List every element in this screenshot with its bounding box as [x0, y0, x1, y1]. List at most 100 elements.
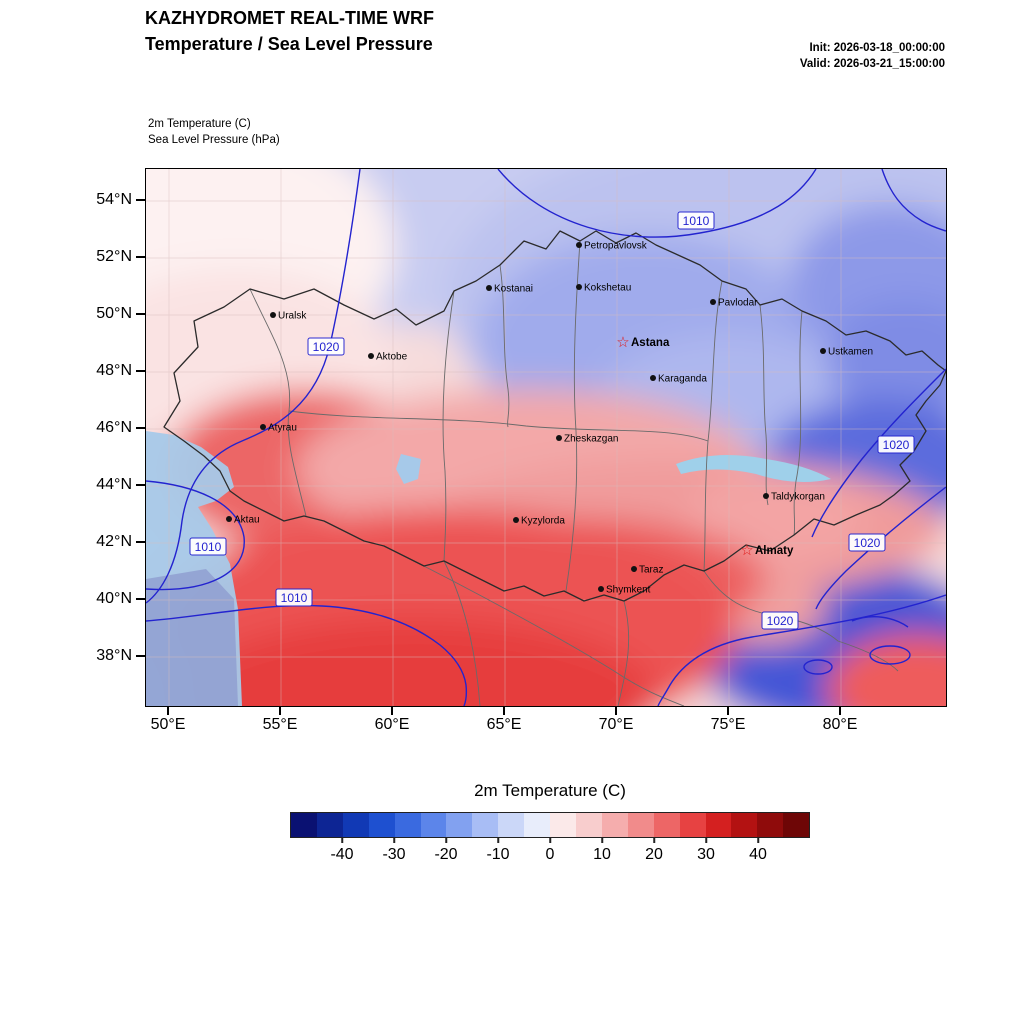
colorbar-title: 2m Temperature (C)	[474, 781, 626, 800]
city-label: Aktobe	[376, 352, 408, 363]
lat-tick-label: 42°N	[96, 533, 132, 550]
colorbar-cell	[498, 813, 525, 837]
lon-tick-label: 50°E	[150, 716, 186, 733]
pressure-contour-label: 1010	[683, 214, 710, 228]
lat-tickmark	[136, 541, 145, 543]
city-dot	[486, 285, 492, 291]
city-label: Pavlodar	[718, 298, 758, 309]
colorbar-cell	[601, 813, 628, 837]
pressure-contour-label: 1010	[195, 540, 222, 554]
page-subtitle: Temperature / Sea Level Pressure	[145, 34, 433, 54]
almaty-star-icon: ☆	[740, 541, 753, 559]
colorbar-tickmark	[653, 838, 655, 843]
colorbar-cell	[627, 813, 654, 837]
pressure-contour-label: 1010	[281, 591, 308, 605]
lat-tick-label: 46°N	[96, 419, 132, 436]
colorbar-cell	[316, 813, 343, 837]
city-dot	[368, 353, 374, 359]
lat-tick-label: 54°N	[96, 191, 132, 208]
colorbar-cell	[575, 813, 602, 837]
colorbar-cell	[679, 813, 706, 837]
colorbar-cell	[705, 813, 732, 837]
colorbar-tick-label: 10	[593, 846, 611, 863]
colorbar-tick-label: 20	[645, 846, 663, 863]
pressure-contour-label-box	[761, 611, 799, 630]
city-label: Kostanai	[494, 284, 533, 295]
city-label: Kokshetau	[584, 283, 631, 294]
city-label: Astana	[631, 337, 670, 349]
city-dot	[763, 493, 769, 499]
colorbar-cell	[524, 813, 551, 837]
city-label: Taraz	[639, 565, 663, 576]
lat-tick-label: 48°N	[96, 362, 132, 379]
colorbar-cell	[757, 813, 784, 837]
colorbar: -40 -30 -20 -10 0 10 20 30 40	[290, 812, 810, 872]
colorbar-cells	[290, 812, 810, 838]
lon-tick-label: 70°E	[598, 716, 634, 733]
field-label-temperature: 2m Temperature (C)	[148, 118, 251, 130]
city-label: Shymkent	[606, 585, 651, 596]
lat-tick-label: 40°N	[96, 590, 132, 607]
colorbar-cell	[394, 813, 421, 837]
lon-tick-label: 80°E	[822, 716, 858, 733]
city-label: Petropavlovsk	[584, 241, 648, 252]
city-label: Uralsk	[278, 311, 307, 322]
astana-star-icon: ☆	[616, 333, 629, 351]
pressure-contour-lines	[146, 169, 946, 706]
lon-tick-label: 55°E	[262, 716, 298, 733]
lat-tick-label: 44°N	[96, 476, 132, 493]
lon-tickmark	[503, 706, 505, 715]
lat-tick-label: 38°N	[96, 647, 132, 664]
map-frame: 1010 1020 1020 1020 1010 1010 1020 Petropavlov…	[145, 168, 947, 707]
city-dot	[650, 375, 656, 381]
city-label: Almaty	[755, 545, 794, 557]
colorbar-tick-label: 0	[545, 846, 555, 863]
lat-tickmark	[136, 313, 145, 315]
city-label: Atyrau	[268, 423, 297, 434]
lon-tickmark	[391, 706, 393, 715]
lon-tickmark	[279, 706, 281, 715]
city-dot	[820, 348, 826, 354]
city-dot	[576, 284, 582, 290]
lat-tickmark	[136, 598, 145, 600]
colorbar-tick-label: -30	[382, 846, 406, 863]
lat-tickmark	[136, 199, 145, 201]
colorbar-cell	[783, 813, 810, 837]
page-title: KAZHYDROMET REAL-TIME WRF	[145, 8, 434, 28]
colorbar-tick-label: 30	[697, 846, 715, 863]
lat-tickmark	[136, 655, 145, 657]
city-label: Aktau	[234, 515, 260, 526]
city-label: Taldykorgan	[771, 492, 825, 503]
colorbar-cell	[446, 813, 473, 837]
aral-sea	[396, 454, 421, 484]
init-time-label: Init: 2026-03-18_00:00:00	[809, 42, 945, 54]
colorbar-cell	[472, 813, 499, 837]
lon-tickmark	[839, 706, 841, 715]
field-label-pressure: Sea Level Pressure (hPa)	[148, 134, 280, 146]
city-dot	[576, 242, 582, 248]
city-dot	[226, 516, 232, 522]
lon-tickmark	[615, 706, 617, 715]
city-label: Karaganda	[658, 374, 707, 385]
lat-tick-label: 52°N	[96, 248, 132, 265]
colorbar-cell	[731, 813, 758, 837]
country-border	[163, 230, 946, 602]
colorbar-tick-label: -20	[434, 846, 458, 863]
pressure-contour-label: 1020	[313, 340, 340, 354]
lon-tickmark	[727, 706, 729, 715]
pressure-contour-label-box	[275, 588, 313, 607]
city-label: Kyzylorda	[521, 516, 565, 527]
weather-map: 1010 1020 1020 1020 1010 1010 1020 Petropavlov…	[146, 169, 946, 706]
city-dot	[260, 424, 266, 430]
pressure-contour-label: 1020	[767, 614, 794, 628]
pressure-contour-label-box	[189, 537, 227, 556]
pressure-contour-labels: 1010 1020 1020 1020 1010 1010 1020	[189, 211, 915, 630]
colorbar-cell	[653, 813, 680, 837]
colorbar-tickmark	[601, 838, 603, 843]
lake-balkhash	[676, 455, 831, 483]
colorbar-tickmark	[705, 838, 707, 843]
city-label: Ustkamen	[828, 347, 873, 358]
lon-tick-label: 60°E	[374, 716, 410, 733]
city-dot	[270, 312, 276, 318]
